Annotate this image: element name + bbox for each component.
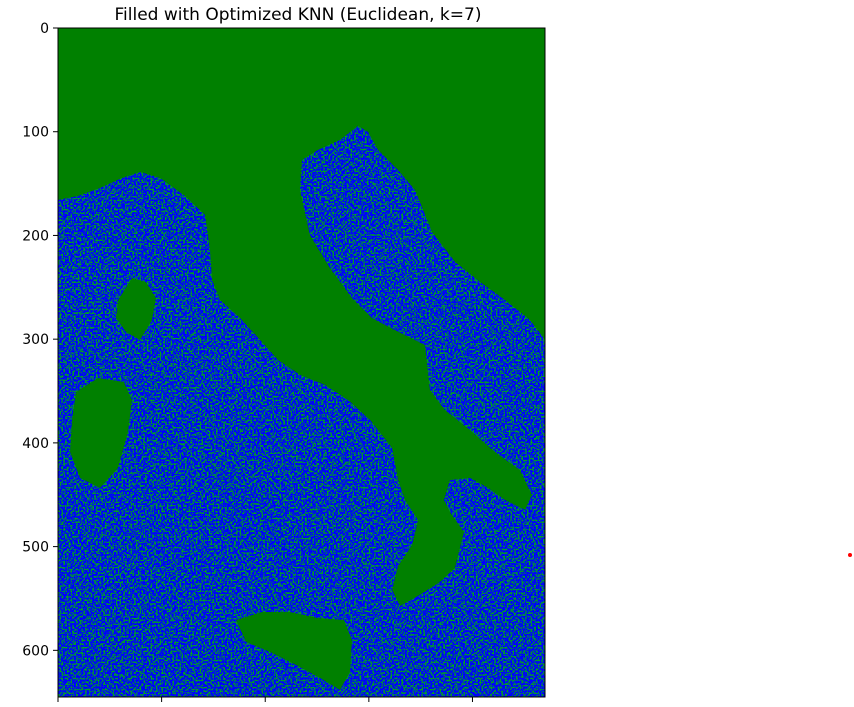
land-north-west bbox=[58, 28, 545, 60]
x-axis bbox=[57, 697, 473, 702]
red-marker-point bbox=[848, 553, 852, 557]
y-tick-label: 100 bbox=[22, 125, 49, 141]
land-sicily bbox=[236, 612, 352, 690]
y-tick-label: 500 bbox=[22, 540, 49, 556]
land-corsica bbox=[116, 278, 156, 340]
heatmap-image bbox=[58, 28, 545, 697]
land-mainland bbox=[58, 28, 545, 606]
land-sardinia bbox=[70, 378, 132, 488]
plot-frame bbox=[57, 27, 546, 698]
y-tick-label: 600 bbox=[22, 643, 49, 659]
y-tick-label: 200 bbox=[22, 228, 49, 244]
y-tick-label: 400 bbox=[22, 436, 49, 452]
y-tick-label: 0 bbox=[40, 21, 49, 37]
y-axis: 0 100 200 300 400 500 600 bbox=[22, 21, 58, 659]
chart-title: Filled with Optimized KNN (Euclidean, k=… bbox=[115, 5, 482, 25]
y-tick-label: 300 bbox=[22, 332, 49, 348]
